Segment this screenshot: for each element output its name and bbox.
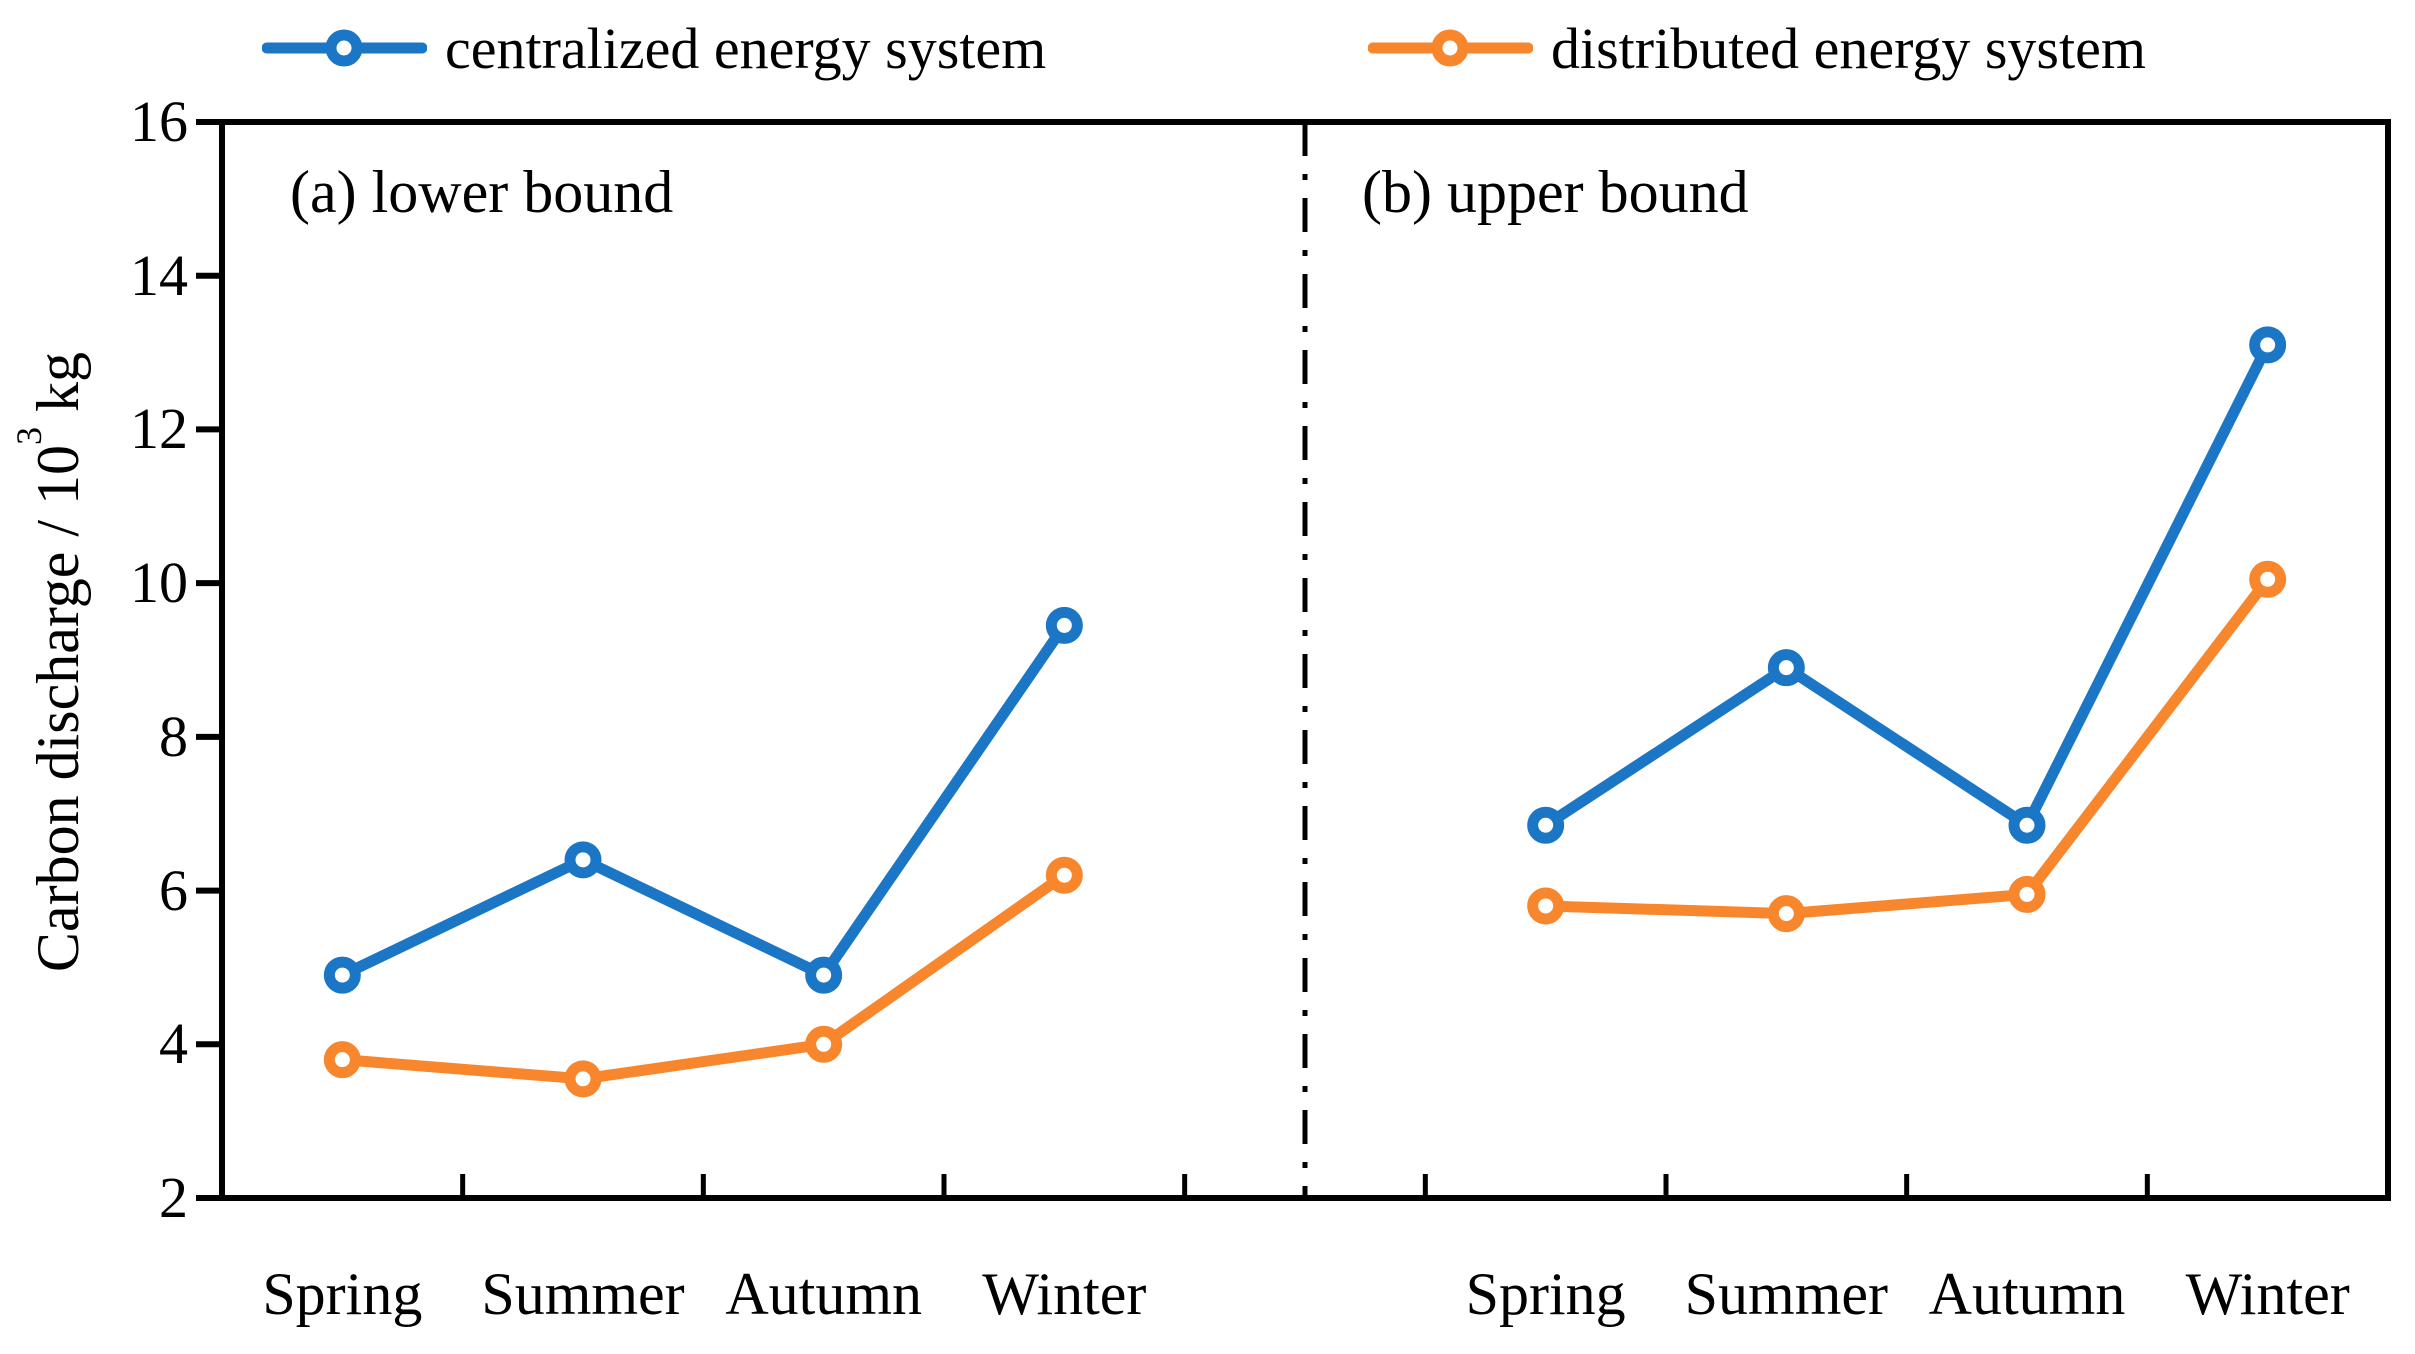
data-point-distributed-b-winter: [2249, 560, 2287, 598]
data-point-distributed-a-spring: [323, 1041, 361, 1079]
data-point-distributed-b-spring: [1527, 887, 1565, 925]
legend-item-centralized: centralized energy system: [262, 12, 1046, 84]
data-point-distributed-a-winter: [1045, 856, 1083, 894]
data-point-distributed-b-summer: [1767, 895, 1805, 933]
legend-circle-marker: [1431, 29, 1469, 67]
data-point-distributed-a-summer: [564, 1060, 602, 1098]
data-point-centralized-b-summer: [1767, 649, 1805, 687]
data-point-centralized-b-winter: [2249, 326, 2287, 364]
series-line-distributed-b: [1540, 573, 2274, 920]
legend-marker-distributed-icon: [1368, 29, 1533, 67]
data-point-centralized-a-summer: [564, 841, 602, 879]
data-point-centralized-a-winter: [1045, 606, 1083, 644]
legend-circle-marker: [325, 29, 363, 67]
panel-a-title: (a) lower bound: [290, 159, 674, 225]
data-point-distributed-a-autumn: [805, 1025, 843, 1063]
data-point-centralized-b-spring: [1527, 806, 1565, 844]
data-point-centralized-b-autumn: [2008, 806, 2046, 844]
series-line-distributed-a: [336, 869, 1070, 1085]
legend-label-distributed: distributed energy system: [1551, 15, 2146, 81]
data-point-centralized-a-spring: [323, 956, 361, 994]
panel-b-title: (b) upper bound: [1362, 159, 1749, 225]
legend-marker-centralized-icon: [262, 29, 427, 67]
legend-label-centralized: centralized energy system: [445, 15, 1047, 81]
data-point-distributed-b-autumn: [2008, 875, 2046, 913]
data-point-centralized-a-autumn: [805, 956, 843, 994]
series-line-centralized-a: [336, 619, 1070, 981]
legend-item-distributed: distributed energy system: [1368, 12, 2146, 84]
series-line-centralized-b: [1540, 339, 2274, 831]
